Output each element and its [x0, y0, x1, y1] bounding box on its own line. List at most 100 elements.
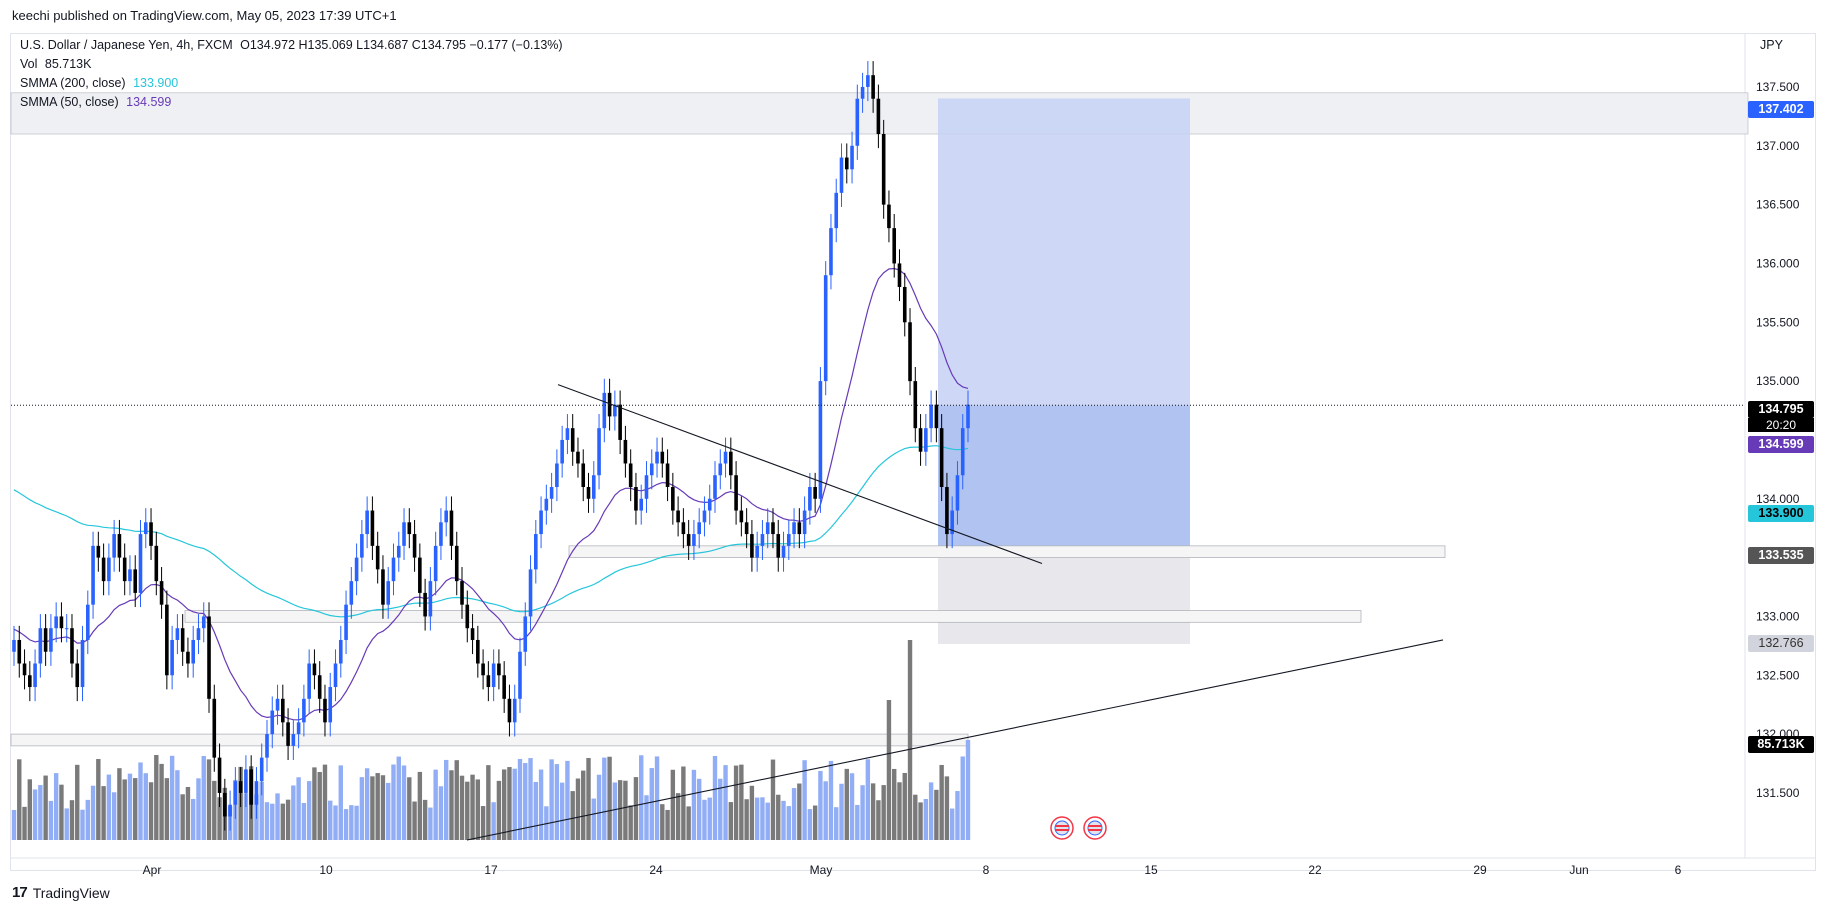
candle-body	[454, 545, 459, 582]
chart-frame[interactable]	[10, 33, 1816, 871]
volume-bar	[639, 755, 644, 840]
candle-body	[43, 628, 48, 652]
volume-bar	[164, 778, 170, 840]
volume-bar	[839, 783, 844, 840]
us-flag-icon	[1087, 820, 1103, 836]
volume-bar	[855, 804, 860, 840]
candle-body	[259, 757, 264, 782]
volume-bar	[391, 764, 396, 840]
candle-body	[713, 475, 717, 499]
volume-bar	[623, 780, 628, 840]
volume-bar	[243, 793, 249, 840]
candle-body	[534, 534, 538, 570]
candle-body	[22, 663, 27, 676]
symbol-legend[interactable]: U.S. Dollar / Japanese Yen, 4h, FXCM O13…	[20, 38, 563, 52]
volume-bar	[797, 783, 802, 840]
candle-body	[449, 510, 454, 546]
candle-body	[623, 439, 628, 464]
candle-body	[897, 263, 902, 287]
volume-value: 85.713K	[44, 57, 92, 71]
volume-bar	[949, 808, 955, 840]
volume-bar	[491, 802, 496, 840]
candle-body	[80, 639, 85, 688]
candle-body	[613, 404, 617, 417]
candle-body	[755, 545, 759, 558]
candle-body	[122, 557, 127, 582]
candle-body	[165, 604, 169, 676]
volume-bar	[928, 782, 934, 840]
us-flag-icon	[1088, 825, 1102, 827]
volume-bar	[776, 794, 781, 840]
candle-body	[312, 663, 317, 676]
x-tick-label: 15	[1144, 863, 1158, 877]
candle-body	[391, 557, 396, 582]
currency-label: JPY	[1760, 38, 1783, 52]
stop-zone	[938, 553, 1190, 644]
us-flag-icon	[1055, 825, 1069, 827]
candle-body	[966, 404, 970, 429]
volume-bar	[486, 765, 491, 840]
x-tick-label: 24	[649, 863, 663, 877]
volume-bar	[291, 785, 296, 840]
candle-body	[497, 663, 501, 676]
candle-body	[33, 663, 37, 688]
y-tick-label: 134.000	[1756, 492, 1800, 506]
publisher-line: keechi published on TradingView.com, May…	[12, 8, 397, 23]
candle-body	[765, 522, 770, 535]
candle-body	[59, 616, 64, 629]
volume-bar	[301, 803, 307, 840]
candle-body	[607, 392, 612, 417]
candle-body	[333, 663, 338, 688]
smma200-legend[interactable]: SMMA (200, close) 133.900	[20, 76, 178, 90]
candle-body	[233, 781, 238, 805]
candle-body	[586, 487, 591, 499]
volume-bar	[80, 809, 85, 840]
candle-body	[591, 475, 596, 499]
candle-body	[634, 487, 638, 511]
candle-body	[881, 134, 886, 205]
volume-bar	[106, 774, 112, 840]
volume-bar	[649, 768, 654, 840]
candle-body	[834, 192, 839, 229]
volume-bar	[749, 785, 755, 840]
x-tick-label: 8	[983, 863, 990, 877]
candle-body	[476, 639, 480, 664]
candle-body	[323, 698, 327, 723]
volume-bar	[955, 791, 960, 840]
smma50-legend[interactable]: SMMA (50, close) 134.599	[20, 95, 171, 109]
volume-bar	[617, 780, 623, 840]
volume-bar	[923, 799, 929, 840]
volume-bar	[475, 779, 481, 840]
smma200-line	[13, 445, 969, 618]
candle-body	[808, 487, 812, 511]
volume-bar	[823, 781, 828, 840]
candle-body	[402, 522, 406, 546]
volume-bar	[897, 782, 902, 840]
volume-bar	[69, 800, 75, 840]
volume-bar	[428, 807, 433, 840]
candle-body	[180, 628, 185, 652]
candle-body	[470, 628, 475, 640]
candle-body	[365, 510, 369, 535]
x-tick-label: 17	[484, 863, 498, 877]
volume-bar	[11, 810, 17, 840]
volume-bar	[834, 807, 839, 840]
volume-bar	[32, 789, 38, 840]
x-tick-label: 6	[1675, 863, 1682, 877]
volume-bar	[75, 764, 80, 840]
candle-body	[128, 569, 132, 582]
candle-body	[955, 475, 960, 511]
smma50-label: SMMA (50, close)	[20, 95, 119, 109]
volume-bar	[791, 788, 797, 840]
candle-body	[207, 616, 211, 699]
volume-bar	[296, 777, 301, 840]
volume-bar	[501, 769, 507, 840]
volume-bar	[881, 785, 886, 840]
volume-bar	[412, 801, 417, 840]
volume-legend[interactable]: Vol 85.713K	[20, 57, 91, 71]
candle-body	[618, 404, 622, 440]
footer-brand[interactable]: 17 TradingView	[12, 884, 110, 901]
volume-bar	[707, 797, 712, 840]
candle-body	[149, 522, 153, 546]
